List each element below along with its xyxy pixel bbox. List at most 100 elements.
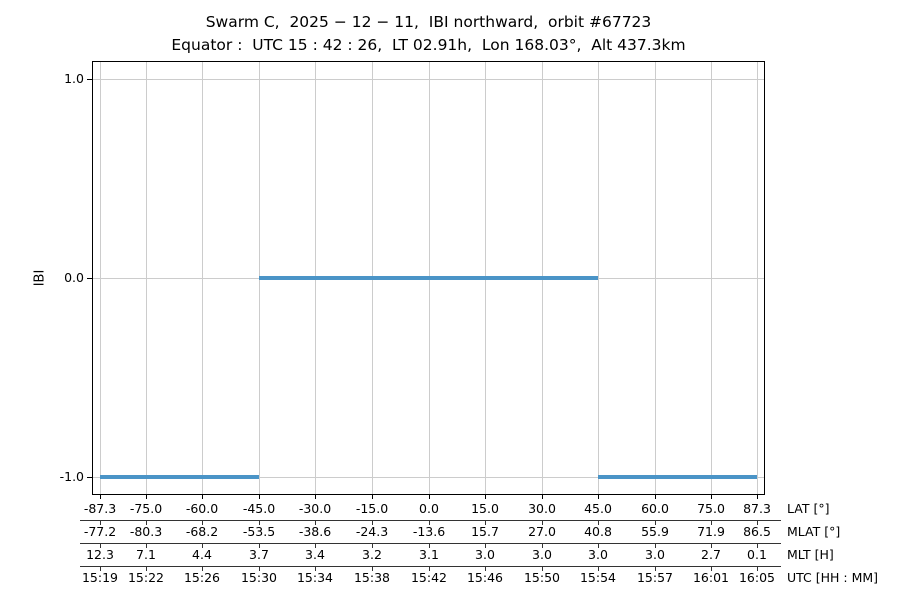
- row-value: -30.0: [298, 501, 332, 516]
- row-value: 45.0: [584, 501, 612, 516]
- row-value: 27.0: [528, 524, 556, 539]
- h-gridline: [93, 477, 764, 478]
- row-value: 75.0: [697, 501, 725, 516]
- axis-row-label: MLAT [°]: [787, 524, 841, 539]
- row-value: 16:05: [738, 570, 776, 585]
- row-value: 3.0: [532, 547, 552, 562]
- row-value: -24.3: [355, 524, 389, 539]
- y-tick-label: 1.0: [64, 71, 84, 86]
- row-value: -68.2: [185, 524, 219, 539]
- row-value: 15:42: [410, 570, 448, 585]
- row-value: 15:38: [353, 570, 391, 585]
- row-value: 16:01: [692, 570, 730, 585]
- row-value: 15:22: [127, 570, 165, 585]
- row-tick: [146, 521, 147, 525]
- row-value: 71.9: [697, 524, 725, 539]
- y-tick: [87, 477, 92, 478]
- axis-row-label: MLT [H]: [787, 547, 834, 562]
- axis-row-line: [80, 566, 781, 567]
- row-value: 15.7: [471, 524, 499, 539]
- row-tick: [146, 567, 147, 571]
- row-value: 40.8: [584, 524, 612, 539]
- row-value: -13.6: [412, 524, 446, 539]
- row-value: -53.5: [242, 524, 276, 539]
- row-value: 3.2: [362, 547, 382, 562]
- row-value: 15:57: [636, 570, 674, 585]
- row-value: 2.7: [701, 547, 721, 562]
- row-tick: [542, 544, 543, 548]
- row-tick: [372, 544, 373, 548]
- row-tick: [485, 567, 486, 571]
- row-value: 4.4: [192, 547, 212, 562]
- row-tick: [100, 567, 101, 571]
- x-tick: [598, 495, 599, 499]
- x-tick: [655, 495, 656, 499]
- row-value: 30.0: [528, 501, 556, 516]
- row-tick: [429, 567, 430, 571]
- y-tick: [87, 79, 92, 80]
- x-tick: [146, 495, 147, 499]
- row-value: 15:50: [523, 570, 561, 585]
- row-value: -60.0: [185, 501, 219, 516]
- row-tick: [202, 521, 203, 525]
- x-tick: [202, 495, 203, 499]
- row-tick: [757, 567, 758, 571]
- row-tick: [202, 544, 203, 548]
- axis-row-line: [80, 543, 781, 544]
- row-value: 3.7: [249, 547, 269, 562]
- row-tick: [100, 544, 101, 548]
- row-value: 15:46: [466, 570, 504, 585]
- y-tick: [87, 278, 92, 279]
- row-value: -38.6: [298, 524, 332, 539]
- row-value: 15:54: [579, 570, 617, 585]
- row-tick: [202, 567, 203, 571]
- row-tick: [372, 521, 373, 525]
- x-tick: [757, 495, 758, 499]
- row-value: -80.3: [129, 524, 163, 539]
- row-value: 60.0: [641, 501, 669, 516]
- row-tick: [429, 521, 430, 525]
- ibi-line-segment: [598, 475, 757, 479]
- row-value: 12.3: [86, 547, 114, 562]
- row-tick: [598, 544, 599, 548]
- plot-area: [92, 61, 765, 495]
- row-value: 15:30: [240, 570, 278, 585]
- row-value: -87.3: [83, 501, 117, 516]
- y-tick-label: -1.0: [59, 469, 84, 484]
- row-tick: [259, 567, 260, 571]
- row-tick: [315, 521, 316, 525]
- row-value: 3.1: [419, 547, 439, 562]
- y-tick-label: 0.0: [64, 270, 84, 285]
- row-value: 7.1: [136, 547, 156, 562]
- row-value: -77.2: [83, 524, 117, 539]
- ibi-line-segment: [259, 276, 598, 280]
- axis-row-label: LAT [°]: [787, 501, 830, 516]
- row-tick: [711, 521, 712, 525]
- row-value: -45.0: [242, 501, 276, 516]
- x-tick: [429, 495, 430, 499]
- row-value: 0.0: [419, 501, 439, 516]
- row-tick: [757, 521, 758, 525]
- row-tick: [757, 544, 758, 548]
- chart-subtitle: Equator : UTC 15 : 42 : 26, LT 02.91h, L…: [171, 36, 686, 54]
- row-tick: [429, 544, 430, 548]
- x-tick: [372, 495, 373, 499]
- row-tick: [372, 567, 373, 571]
- axis-row-label: UTC [HH : MM]: [787, 570, 879, 585]
- x-tick: [542, 495, 543, 499]
- x-tick: [485, 495, 486, 499]
- ibi-line-segment: [100, 475, 259, 479]
- row-tick: [655, 567, 656, 571]
- row-tick: [315, 544, 316, 548]
- row-value: 15:34: [296, 570, 334, 585]
- row-value: 3.4: [305, 547, 325, 562]
- row-tick: [485, 544, 486, 548]
- row-tick: [711, 567, 712, 571]
- row-tick: [100, 521, 101, 525]
- row-value: 3.0: [475, 547, 495, 562]
- axis-row-line: [80, 520, 781, 521]
- row-value: 0.1: [747, 547, 767, 562]
- row-value: 87.3: [743, 501, 771, 516]
- row-value: 15.0: [471, 501, 499, 516]
